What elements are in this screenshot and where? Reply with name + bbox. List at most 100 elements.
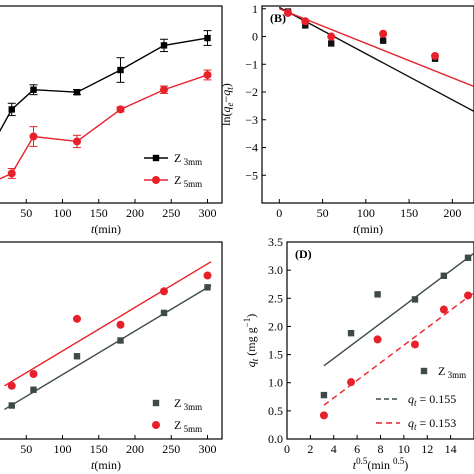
legend-marker — [152, 176, 160, 184]
x-tick-label: 50 — [20, 206, 32, 220]
panel-2: 0 50 100 150 20010−1−2−3−4−5t(min)ln(qe−qt)(… — [219, 2, 474, 236]
data-point — [379, 37, 387, 44]
fit-line — [279, 8, 474, 88]
legend-label: Z 3mm — [174, 396, 202, 412]
legend-label-main: Z — [174, 418, 181, 432]
x-tick-label: 300 — [199, 206, 217, 220]
x-tick-label: 4 — [331, 442, 337, 456]
data-point — [73, 88, 81, 96]
data-point — [160, 85, 168, 94]
y-axis-label-part: ln( — [219, 112, 233, 125]
legend-label-main: Z — [174, 173, 181, 187]
data-point — [302, 22, 309, 29]
y-tick-label: −1 — [245, 57, 258, 71]
y-tick-label: 2.0 — [268, 319, 283, 333]
data-point — [117, 337, 124, 344]
y-tick-label: 1 — [252, 2, 258, 16]
plot-area — [4, 261, 212, 411]
fit-legend-label: qt = 0.153 — [408, 416, 456, 432]
y-tick-label: 3.0 — [268, 263, 283, 277]
legend-label-sub: 5mm — [181, 179, 202, 189]
data-point — [440, 272, 448, 279]
data-point — [29, 369, 38, 378]
data-point — [373, 335, 382, 344]
x-tick-label: 8 — [378, 442, 384, 456]
data-point — [73, 314, 81, 323]
data-point — [7, 169, 16, 178]
fit-legend-label-part: = 0.153 — [417, 416, 457, 430]
data-point — [204, 34, 211, 42]
fit-legend-label-part: q — [408, 392, 414, 406]
fit-legend-label-part: = 0.155 — [417, 392, 457, 406]
plot-area — [278, 6, 474, 113]
panel-4: 0 2 4 6 8 10 12 140.00.51.01.52.02.53.03.5t0.5(… — [242, 235, 474, 472]
data-point — [410, 340, 419, 349]
fit-legend-label-part: t — [414, 398, 417, 408]
data-point — [73, 137, 81, 146]
data-point — [73, 353, 81, 360]
legend-label-main: Z — [174, 396, 181, 410]
data-point — [116, 105, 125, 114]
legend-label-main: Z — [438, 364, 445, 378]
data-point — [160, 42, 168, 49]
x-axis-label: t(min) — [91, 222, 121, 236]
x-axis-label-part: t — [353, 458, 357, 472]
data-point — [374, 291, 381, 298]
x-axis-label-part: (min) — [94, 458, 121, 472]
y-axis-label-part: ) — [244, 314, 258, 318]
data-point — [204, 284, 211, 291]
x-axis-label-part: t — [91, 222, 95, 236]
x-tick-label: 250 — [162, 206, 180, 220]
data-point — [160, 309, 168, 317]
data-point — [464, 254, 472, 261]
data-point — [8, 402, 15, 409]
x-axis-label-part: 0.5 — [356, 456, 368, 466]
panel-letter: (B) — [270, 11, 286, 25]
x-tick-label: 50 — [20, 442, 32, 456]
y-axis-label-part: t — [250, 358, 260, 361]
x-tick-label: 100 — [357, 206, 375, 220]
x-tick-label: 14 — [445, 442, 457, 456]
y-axis-label-part: t — [225, 87, 235, 90]
y-axis-label-part: −1 — [242, 318, 252, 328]
data-point — [327, 32, 336, 41]
x-tick-label: 200 — [443, 206, 461, 220]
y-axis-label-part: ) — [219, 83, 233, 87]
fit-line — [323, 252, 474, 367]
panel-letter: (D) — [295, 247, 312, 261]
plot-area — [0, 30, 212, 180]
legend-marker — [152, 399, 160, 407]
y-axis-label: qt (mg g−1) — [242, 314, 260, 367]
data-point — [203, 271, 212, 280]
data-point — [320, 391, 328, 399]
data-point — [7, 381, 16, 390]
data-point — [347, 378, 356, 387]
data-point — [439, 305, 448, 314]
y-tick-label: −3 — [245, 113, 258, 127]
data-point — [347, 329, 355, 337]
y-axis-label-part: q — [219, 90, 233, 96]
x-tick-label: 10 — [398, 442, 410, 456]
legend-label-sub: 5mm — [181, 424, 202, 434]
legend-label: Z 5mm — [174, 418, 202, 434]
data-point — [8, 106, 15, 113]
fit-line — [323, 292, 474, 406]
legend-label-sub: 3mm — [181, 157, 202, 167]
y-axis-label-part: (mg g — [244, 327, 258, 358]
x-axis-label-part: (min) — [356, 222, 383, 236]
data-point — [319, 411, 328, 420]
y-tick-label: 3.5 — [268, 235, 283, 249]
fit-legend-label: qt = 0.155 — [408, 392, 456, 408]
legend-marker — [420, 367, 428, 375]
x-axis-label-part: (min — [367, 458, 393, 472]
data-point — [30, 86, 37, 93]
y-axis-label-part: q — [219, 106, 233, 112]
x-tick-label: 0 — [284, 442, 290, 456]
x-tick-label: 100 — [54, 442, 72, 456]
plot-area — [319, 252, 474, 420]
y-axis-label-part: q — [244, 361, 258, 367]
y-tick-label: 1.0 — [268, 376, 283, 390]
y-tick-label: 0.5 — [268, 404, 283, 418]
